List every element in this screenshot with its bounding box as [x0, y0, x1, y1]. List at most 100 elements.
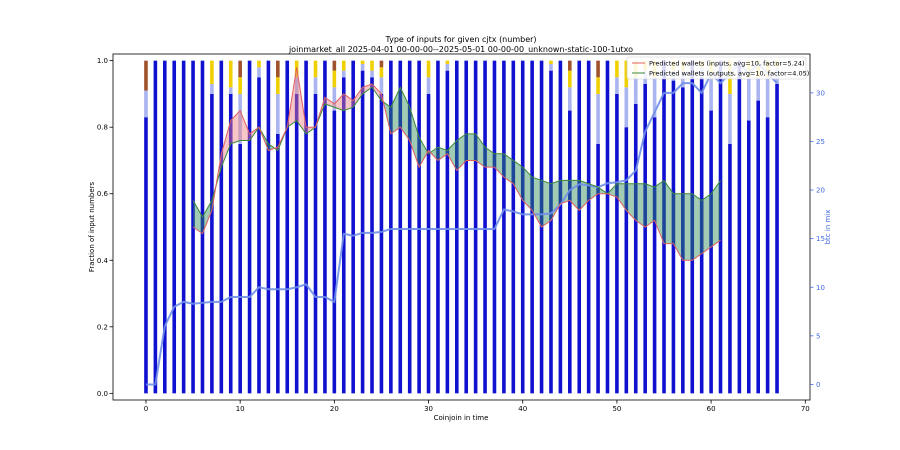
fill-segment-28 [456, 133, 467, 171]
bar-remix-30 [426, 77, 431, 94]
x-tick-label-40: 40 [518, 405, 527, 413]
fill-segment-14 [324, 97, 335, 108]
fill-segment-48 [645, 183, 655, 227]
bar-fresh-39 [511, 60, 516, 394]
bar-fresh-67 [775, 83, 779, 394]
bar-fresh-24 [370, 77, 374, 394]
bar-fresh-41 [530, 60, 534, 394]
y-tick-label-0.6: 0.6 [97, 190, 109, 198]
x-axis-label: Coinjoin in time [434, 414, 489, 422]
chart-title: Type of inputs for given cjtx (number) [384, 35, 536, 44]
bar-friends-9 [228, 60, 233, 88]
bar-fresh-16 [294, 93, 299, 394]
bar-fresh-56 [671, 80, 676, 394]
bar-fresh-58 [690, 60, 695, 394]
y-tick-label-0.2: 0.2 [97, 323, 108, 331]
bar-fresh-61 [718, 60, 723, 394]
bar-fresh-9 [228, 93, 233, 394]
fill-segment-37 [541, 180, 551, 227]
fill-segment-39 [560, 180, 570, 204]
fill-segment-55 [711, 180, 721, 247]
y-tick-label-0.8: 0.8 [97, 124, 108, 132]
bar-friends-23 [360, 60, 365, 64]
y2-tick-label-10: 10 [816, 284, 825, 292]
x-tick-label-50: 50 [612, 405, 621, 413]
bar-remix-12 [257, 67, 261, 78]
bar-fresh-52 [633, 103, 638, 394]
bar-fresh-6 [200, 60, 205, 394]
bar-remix-9 [228, 87, 233, 94]
bar-remix-62 [728, 93, 732, 144]
bar-fresh-30 [426, 93, 431, 394]
bar-fresh-22 [351, 60, 355, 394]
fill-segment-22 [400, 87, 410, 141]
fill-segment-15 [334, 93, 344, 111]
fill-segment-42 [588, 183, 599, 201]
bar-fresh-57 [681, 87, 685, 394]
y-tick-label-0: 0.0 [97, 390, 108, 398]
bar-friends-24 [370, 60, 374, 71]
fill-segment-35 [522, 167, 533, 211]
fill-segment-51 [673, 193, 683, 261]
bar-fresh-17 [304, 60, 308, 394]
y-axis: 0.0 0.2 0.4 0.6 0.8 1.0 [97, 57, 113, 398]
legend-box [626, 56, 807, 80]
bar-fresh-46 [577, 60, 582, 394]
fill-segment-29 [466, 133, 476, 161]
bar-fresh-35 [473, 60, 478, 394]
fill-segment-46 [626, 183, 636, 221]
bar-fresh-48 [596, 143, 600, 394]
x-tick-label-10: 10 [236, 405, 245, 413]
bar-fresh-26 [389, 60, 393, 394]
bar-fresh-10 [238, 143, 242, 394]
y2-tick-label-20: 20 [816, 187, 825, 195]
bar-friends-30 [426, 60, 431, 78]
fill-segment-41 [579, 180, 589, 211]
bar-fresh-18 [313, 93, 318, 394]
x-axis: 0 10 20 30 40 50 60 70 [144, 400, 810, 413]
bar-fresh-25 [379, 93, 384, 394]
bar-remix-32 [445, 63, 450, 71]
bar-fresh-19 [323, 60, 327, 394]
bar-other-14 [276, 60, 280, 78]
bar-remix-45 [568, 87, 572, 111]
bar-fresh-28 [407, 60, 412, 394]
bar-fresh-62 [728, 143, 732, 394]
y2-tick-label-15: 15 [816, 235, 825, 243]
bar-remix-20 [332, 87, 337, 111]
bar-friends-43 [549, 60, 553, 64]
fill-segment-52 [682, 193, 693, 261]
fill-segment-30 [475, 133, 486, 168]
bar-friends-21 [341, 60, 346, 71]
lines-layer [145, 62, 778, 386]
bar-remix-16 [294, 77, 299, 94]
bar-remix-66 [765, 77, 770, 118]
fill-segment-49 [654, 180, 665, 244]
x-tick-label-30: 30 [424, 405, 433, 413]
bar-fresh-8 [219, 60, 224, 394]
bar-friends-10 [238, 77, 242, 94]
bar-remix-65 [756, 77, 760, 101]
bar-remix-50 [615, 77, 619, 94]
bar-fresh-45 [568, 110, 572, 394]
bar-fresh-44 [558, 60, 563, 394]
bar-fresh-54 [652, 117, 657, 394]
bar-friends-25 [379, 67, 384, 78]
bar-fresh-47 [586, 60, 591, 394]
bar-fresh-36 [483, 60, 487, 394]
bar-remix-7 [210, 83, 214, 94]
bar-remix-54 [652, 77, 657, 118]
fill-segment-16 [343, 93, 354, 111]
fill-segment-47 [635, 183, 646, 227]
fill-segment-34 [513, 160, 523, 201]
chart-subtitle: joinmarket_all 2025-04-01 00-00-00--2025… [288, 45, 633, 54]
bar-remix-43 [549, 63, 553, 71]
x-tick-label-60: 60 [707, 405, 716, 413]
bar-remix-10 [238, 93, 242, 144]
bar-fresh-13 [266, 60, 271, 394]
bar-fresh-2 [163, 60, 167, 394]
fill-segment-31 [485, 147, 495, 168]
bar-fresh-66 [765, 117, 770, 394]
y-tick-label-0.4: 0.4 [97, 257, 109, 265]
